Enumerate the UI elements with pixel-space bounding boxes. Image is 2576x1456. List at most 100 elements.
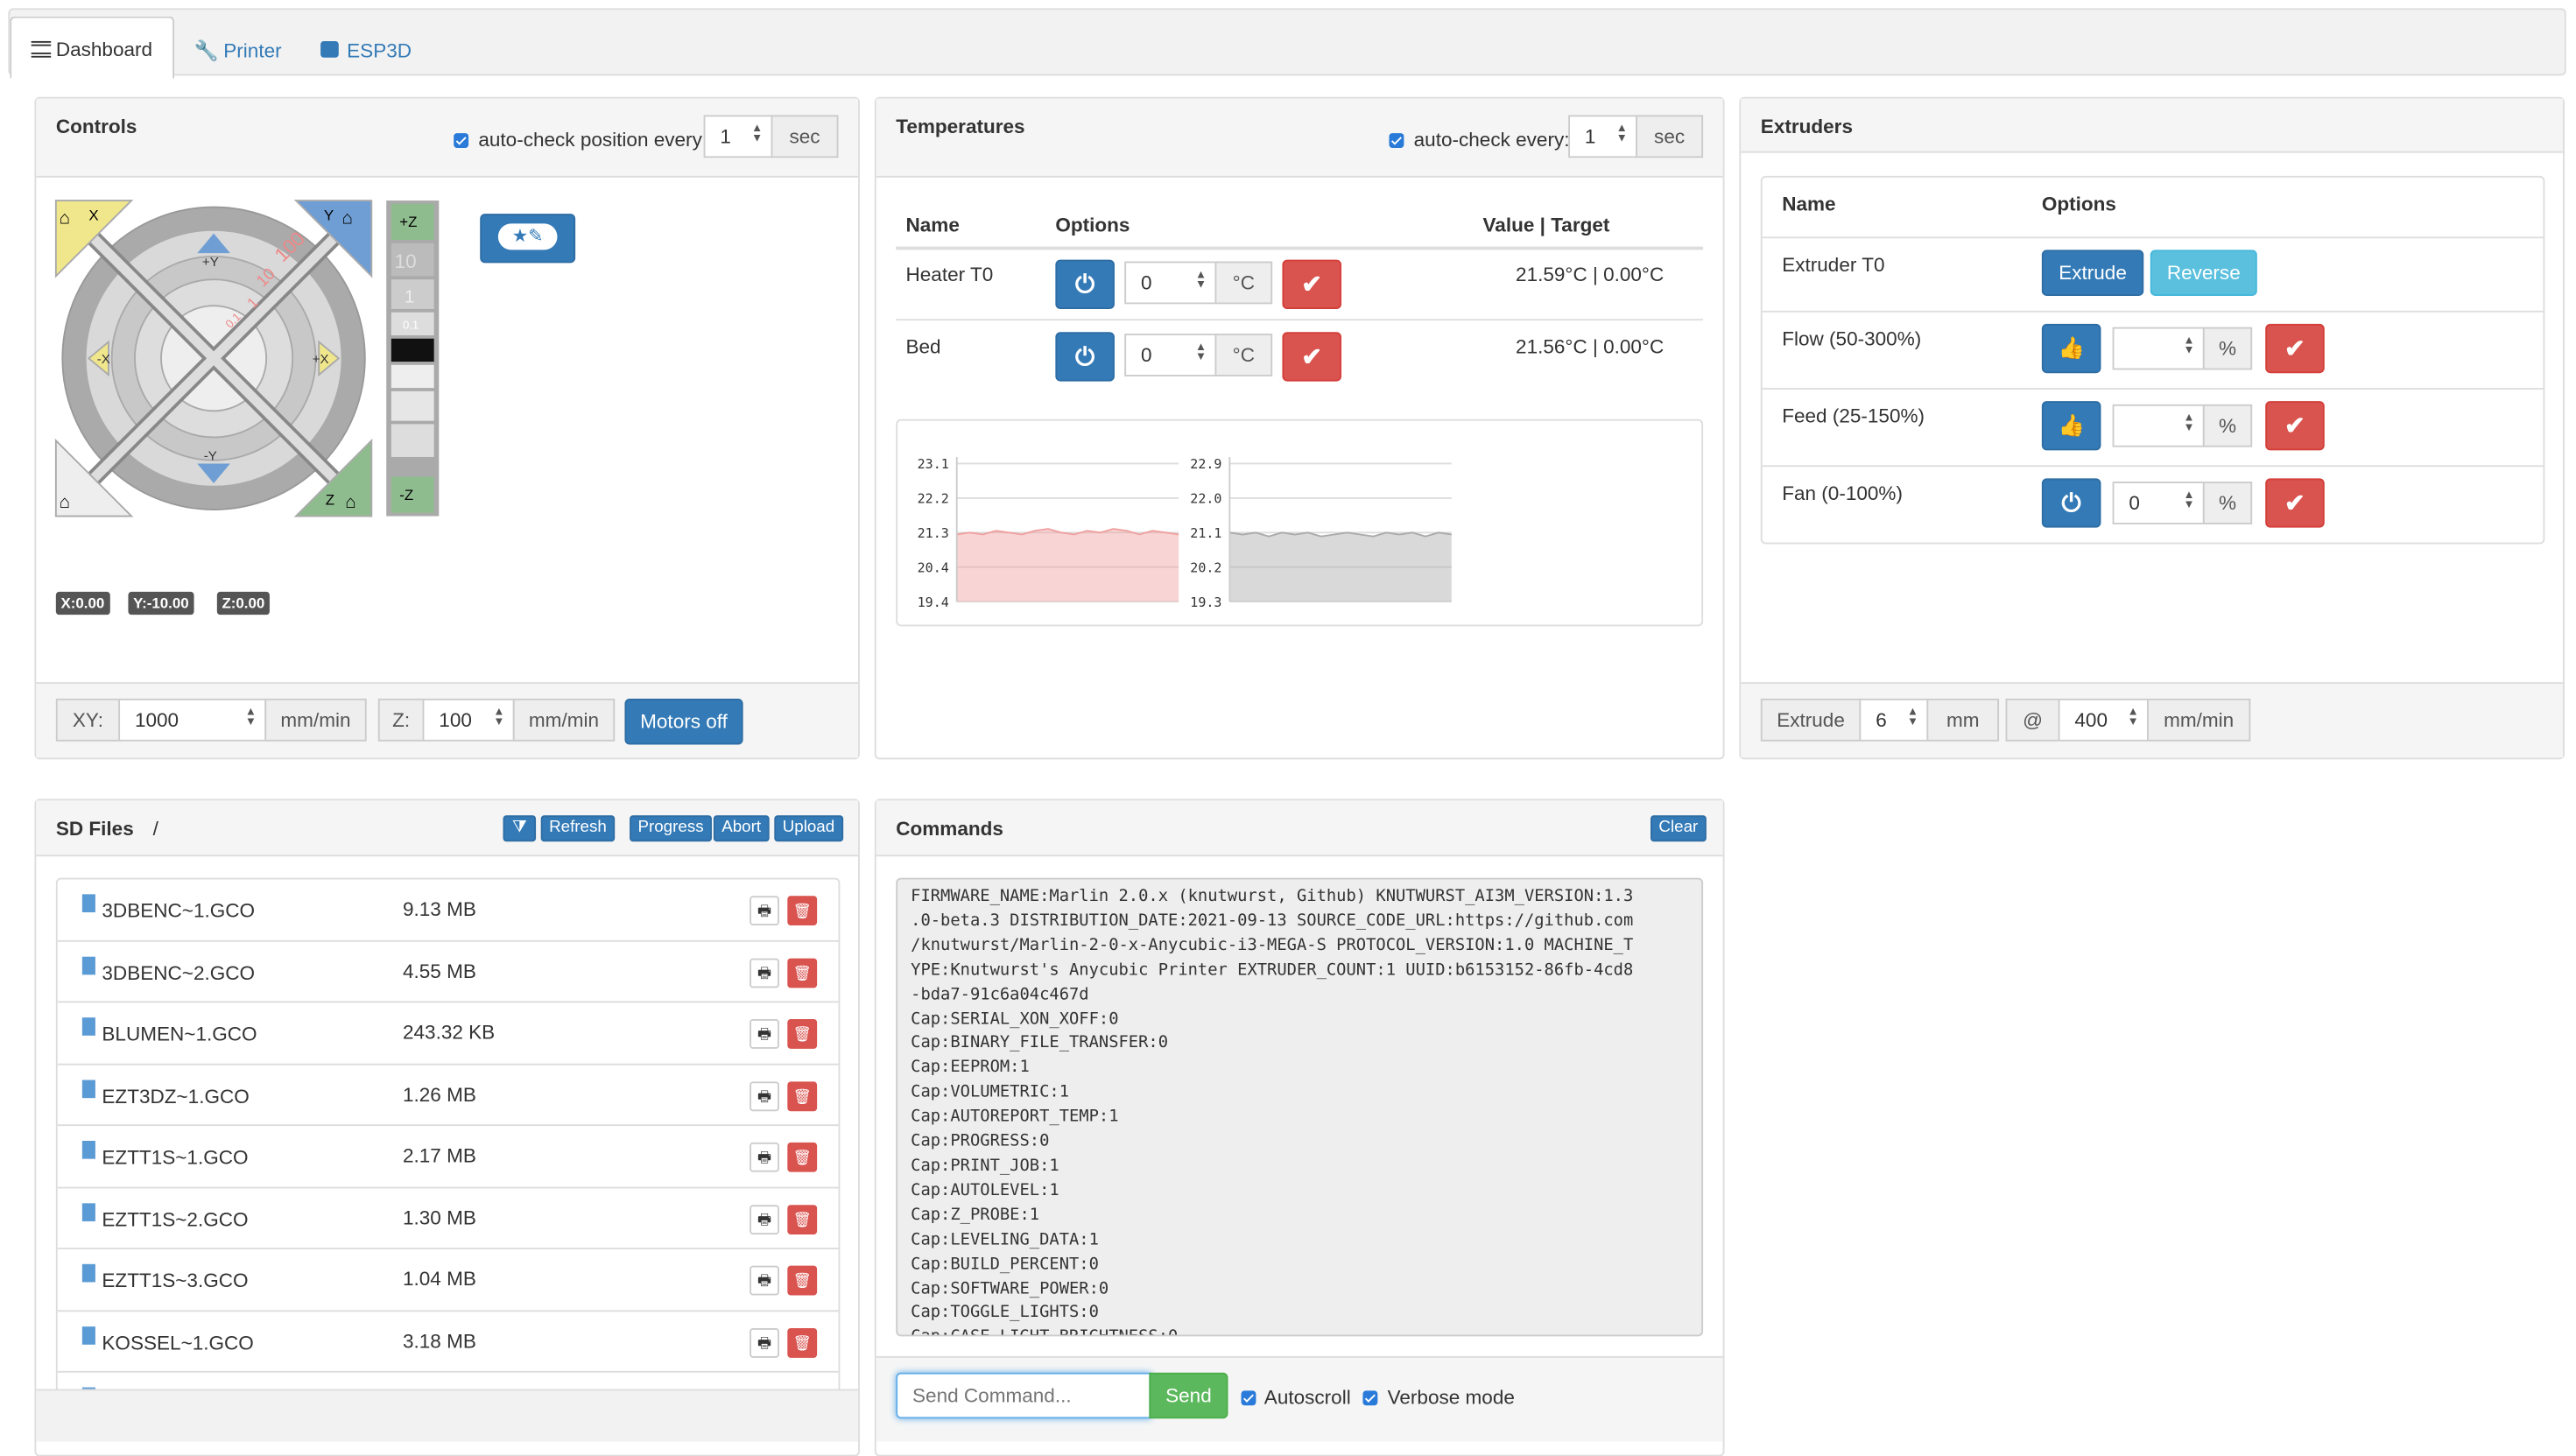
reverse-button[interactable]: Reverse	[2150, 250, 2257, 296]
clear-button[interactable]: Clear	[1650, 815, 1707, 842]
bed-off-button[interactable]: ⏻	[1055, 332, 1115, 382]
print-file-button[interactable]: 🖶	[750, 1265, 779, 1296]
extrude-length-label: Extrude	[1760, 698, 1862, 742]
temp-header-name: Name	[905, 214, 960, 237]
home-all-button[interactable]	[54, 438, 134, 517]
bed-target-input[interactable]: 0 ▲ ▼	[1124, 334, 1217, 376]
z-minus-button[interactable]	[391, 476, 434, 513]
z-step-10[interactable]	[391, 243, 434, 277]
print-file-button[interactable]: 🖶	[750, 1142, 779, 1172]
heater-t0-target-input[interactable]: 0 ▲ ▼	[1124, 261, 1217, 305]
file-icon	[81, 1326, 95, 1344]
fan-set-button[interactable]: ✔	[2265, 478, 2325, 528]
check-icon: ✔	[1301, 343, 1323, 372]
heater-t0-set-button[interactable]: ✔	[1282, 259, 1342, 309]
z-feedrate-input[interactable]: 100 ▲ ▼	[422, 698, 515, 742]
sd-file-name[interactable]: EZTT1S~3.GCO	[102, 1269, 249, 1292]
print-file-button[interactable]: 🖶	[750, 1327, 779, 1357]
fan-input[interactable]: 0 ▲ ▼	[2112, 482, 2205, 524]
z-plus-button[interactable]	[391, 203, 434, 241]
autocheck-temp-checkbox[interactable]	[1389, 133, 1404, 148]
feed-set-button[interactable]: ✔	[2265, 401, 2325, 451]
jog-control[interactable]: ⌂ X Y ⌂ ⌂ Z ⌂ +Y -Y -X +X 100 10 1 0.1 +…	[53, 197, 447, 526]
tab-dashboard[interactable]: Dashboard	[10, 16, 174, 80]
sd-file-row[interactable]: EZTT1S~1.GCO 2.17 MB 🖶 🗑	[57, 1126, 839, 1188]
send-button[interactable]: Send	[1149, 1372, 1228, 1419]
verbose-checkbox[interactable]	[1362, 1390, 1378, 1406]
macro-edit-button[interactable]: ★✎	[480, 214, 576, 264]
delete-file-button[interactable]: 🗑	[787, 1080, 818, 1111]
controls-footer: XY: 1000 ▲ ▼ mm/min Z: 100 ▲ ▼ mm/min Motors…	[36, 682, 859, 758]
flow-reset-button[interactable]: 👍	[2041, 323, 2101, 374]
autocheck-temp-input[interactable]: 1 ▲ ▼	[1568, 115, 1637, 158]
print-file-button[interactable]: 🖶	[750, 957, 779, 988]
spinner-icon: ▲ ▼	[1195, 341, 1207, 363]
refresh-button[interactable]: Refresh	[540, 815, 616, 842]
xy-feedrate-input[interactable]: 1000 ▲ ▼	[118, 698, 267, 742]
heater-t0-off-button[interactable]: ⏻	[1055, 259, 1115, 309]
sd-file-name[interactable]: EZTT1S~1.GCO	[102, 1145, 249, 1169]
flow-input[interactable]: ▲ ▼	[2112, 327, 2205, 370]
sd-file-name[interactable]: 3DBENC~2.GCO	[102, 960, 256, 984]
sd-file-row[interactable]: 3DBENC~2.GCO 4.55 MB 🖶 🗑	[57, 941, 839, 1003]
autocheck-temp-label: auto-check every:	[1413, 128, 1570, 151]
sd-file-row[interactable]: KOSSEL~1.GCO 3.18 MB 🖶 🗑	[57, 1311, 839, 1373]
heater-t0-unit: °C	[1214, 261, 1273, 305]
sd-file-row[interactable]: BLUMEN~1.GCO 243.32 KB 🖶 🗑	[57, 1002, 839, 1065]
motors-off-button[interactable]: Motors off	[624, 698, 743, 745]
sd-file-size: 4.55 MB	[402, 959, 476, 982]
tab-printer[interactable]: 🔧 Printer	[194, 39, 282, 63]
delete-file-button[interactable]: 🗑	[787, 1019, 818, 1049]
extrude-button[interactable]: Extrude	[2041, 250, 2144, 296]
fan-off-button[interactable]: ⏻	[2041, 478, 2101, 528]
print-file-button[interactable]: 🖶	[750, 1080, 779, 1111]
delete-file-button[interactable]: 🗑	[787, 1265, 818, 1296]
sd-file-name[interactable]: 3DBENC~1.GCO	[102, 898, 256, 923]
home-x-button[interactable]	[54, 200, 134, 278]
autocheck-position-checkbox[interactable]	[454, 133, 469, 148]
y-minus-arrow-icon[interactable]	[197, 463, 230, 483]
y-plus-arrow-icon[interactable]	[197, 233, 230, 254]
tab-esp3d[interactable]: ESP3D	[301, 20, 432, 80]
print-file-button[interactable]: 🖶	[750, 1019, 779, 1049]
home-y-button[interactable]	[293, 200, 373, 278]
sd-file-name[interactable]: EZT3DZ~1.GCO	[102, 1084, 250, 1108]
print-file-button[interactable]: 🖶	[750, 1204, 779, 1234]
bed-set-button[interactable]: ✔	[1282, 332, 1342, 382]
z-unit: mm/min	[512, 698, 616, 742]
delete-file-button[interactable]: 🗑	[787, 1204, 818, 1234]
feed-reset-button[interactable]: 👍	[2041, 401, 2101, 451]
sd-file-row[interactable]: EZT3DZ~1.GCO 1.26 MB 🖶 🗑	[57, 1065, 839, 1127]
progress-button[interactable]: Progress	[630, 815, 712, 842]
autoscroll-checkbox[interactable]	[1241, 1390, 1256, 1406]
extrude-length-input[interactable]: 6 ▲ ▼	[1859, 698, 1929, 742]
delete-file-button[interactable]: 🗑	[787, 896, 818, 926]
delete-file-button[interactable]: 🗑	[787, 1142, 818, 1172]
x-minus-arrow-icon[interactable]	[87, 340, 109, 377]
z-step-1[interactable]	[391, 279, 434, 309]
print-file-button[interactable]: 🖶	[750, 896, 779, 926]
autocheck-position-input[interactable]: 1 ▲ ▼	[703, 115, 773, 158]
flow-set-button[interactable]: ✔	[2265, 323, 2325, 374]
home-z-icon: ⌂	[345, 492, 355, 512]
filter-icon: ⧩	[511, 818, 527, 837]
temp-header-value: Value | Target	[1482, 214, 1610, 237]
sd-file-row[interactable]: 3DBENC~1.GCO 9.13 MB 🖶 🗑	[57, 879, 839, 941]
x-plus-arrow-icon[interactable]	[318, 340, 341, 377]
sd-file-name[interactable]: KOSSEL~1.GCO	[102, 1330, 254, 1354]
extrude-speed-input[interactable]: 400 ▲ ▼	[2058, 698, 2149, 742]
sd-file-row[interactable]: EZTT1S~2.GCO 1.30 MB 🖶 🗑	[57, 1187, 839, 1249]
upload-button[interactable]: Upload	[774, 815, 843, 842]
delete-file-button[interactable]: 🗑	[787, 1327, 818, 1357]
z-step-0-1[interactable]	[391, 312, 434, 336]
home-z-button[interactable]	[293, 438, 373, 517]
delete-file-button[interactable]: 🗑	[787, 957, 818, 988]
sd-file-name[interactable]: BLUMEN~1.GCO	[102, 1022, 257, 1046]
sd-file-name[interactable]: EZTT1S~2.GCO	[102, 1207, 249, 1231]
command-log[interactable]: FIRMWARE_NAME:Marlin 2.0.x (knutwurst, G…	[896, 877, 1704, 1337]
command-input[interactable]	[896, 1372, 1151, 1419]
feed-input[interactable]: ▲ ▼	[2112, 404, 2205, 447]
abort-button[interactable]: Abort	[713, 815, 770, 842]
filter-button[interactable]: ⧩	[503, 815, 537, 842]
sd-file-row[interactable]: EZTT1S~3.GCO 1.04 MB 🖶 🗑	[57, 1249, 839, 1312]
